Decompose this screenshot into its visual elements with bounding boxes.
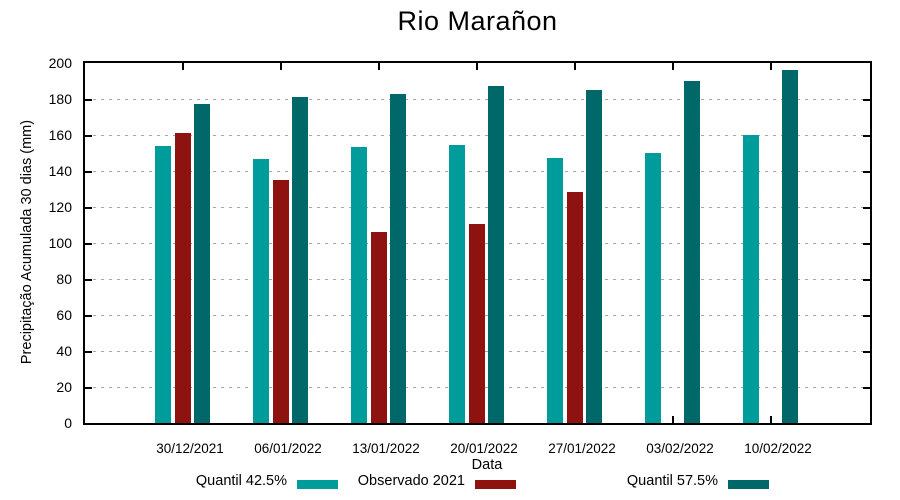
x-tick-label-5: 03/02/2022 [646, 441, 714, 456]
y-tick-right-20 [863, 386, 870, 389]
bar-quantil-42-5--0 [155, 145, 171, 423]
gridline-140 [85, 171, 870, 172]
y-tick-left-80 [85, 278, 92, 281]
x-axis-title: Data [471, 457, 503, 473]
x-tick-label-4: 27/01/2022 [548, 441, 616, 456]
bar-quantil-57-5--6 [782, 70, 798, 423]
legend-swatch-2 [728, 480, 769, 489]
x-tick-bottom-5 [671, 416, 674, 423]
x-tick-top-1 [279, 63, 282, 70]
legend-swatch-1 [475, 480, 516, 489]
legend-label-0: Quantil 42.5% [195, 473, 287, 489]
y-tick-left-120 [85, 206, 92, 209]
bar-observado-2021-4 [566, 191, 583, 423]
x-tick-top-2 [377, 63, 380, 70]
y-tick-right-40 [863, 350, 870, 353]
y-tick-label-160: 160 [48, 127, 72, 143]
y-tick-label-200: 200 [48, 55, 72, 71]
bar-quantil-57-5--1 [292, 97, 308, 423]
chart-title: Rio Marañon [397, 6, 558, 36]
y-tick-label-80: 80 [56, 271, 72, 287]
bar-quantil-42-5--5 [645, 153, 661, 423]
y-tick-right-160 [863, 134, 870, 137]
x-tick-top-5 [671, 63, 674, 70]
bar-quantil-57-5--3 [488, 86, 504, 423]
y-tick-label-0: 0 [64, 415, 72, 431]
y-tick-right-60 [863, 314, 870, 317]
y-tick-right-80 [863, 278, 870, 281]
x-tick-top-4 [573, 63, 576, 70]
bar-quantil-57-5--4 [586, 90, 602, 423]
x-tick-bottom-6 [769, 416, 772, 423]
y-tick-left-40 [85, 350, 92, 353]
legend-label-2: Quantil 57.5% [626, 473, 718, 489]
x-tick-label-3: 20/01/2022 [450, 441, 518, 456]
y-tick-left-180 [85, 98, 92, 101]
gridline-160 [85, 135, 870, 136]
legend-swatch-0 [297, 480, 338, 489]
y-tick-label-20: 20 [56, 379, 72, 395]
bar-quantil-42-5--2 [351, 146, 367, 423]
x-tick-top-0 [181, 63, 184, 70]
y-tick-left-100 [85, 242, 92, 245]
y-tick-right-180 [863, 98, 870, 101]
gridline-120 [85, 207, 870, 208]
bar-quantil-42-5--1 [253, 159, 269, 423]
bar-quantil-42-5--4 [547, 157, 563, 423]
bar-observado-2021-1 [272, 180, 289, 423]
y-tick-label-180: 180 [48, 91, 72, 107]
bar-observado-2021-3 [468, 224, 485, 423]
y-tick-left-140 [85, 170, 92, 173]
x-tick-top-3 [475, 63, 478, 70]
bar-observado-2021-2 [370, 232, 387, 423]
y-tick-label-60: 60 [56, 307, 72, 323]
y-tick-right-100 [863, 242, 870, 245]
gridline-180 [85, 99, 870, 100]
bar-quantil-57-5--5 [684, 81, 700, 423]
x-tick-label-0: 30/12/2021 [156, 441, 224, 456]
bar-observado-2021-0 [174, 133, 191, 423]
y-tick-left-60 [85, 314, 92, 317]
bar-quantil-42-5--6 [743, 135, 759, 423]
plot-area [83, 61, 872, 425]
y-tick-label-120: 120 [48, 199, 72, 215]
y-tick-label-40: 40 [56, 343, 72, 359]
bar-quantil-57-5--0 [194, 104, 210, 423]
bar-quantil-57-5--2 [390, 93, 406, 423]
y-tick-label-140: 140 [48, 163, 72, 179]
x-tick-label-6: 10/02/2022 [744, 441, 812, 456]
y-tick-left-20 [85, 386, 92, 389]
x-tick-top-6 [769, 63, 772, 70]
bar-quantil-42-5--3 [449, 144, 465, 423]
x-tick-label-1: 06/01/2022 [254, 441, 322, 456]
y-tick-label-100: 100 [48, 235, 72, 251]
y-tick-right-120 [863, 206, 870, 209]
y-tick-left-160 [85, 134, 92, 137]
x-tick-label-2: 13/01/2022 [352, 441, 420, 456]
legend-label-1: Observado 2021 [357, 473, 465, 489]
y-tick-right-140 [863, 170, 870, 173]
